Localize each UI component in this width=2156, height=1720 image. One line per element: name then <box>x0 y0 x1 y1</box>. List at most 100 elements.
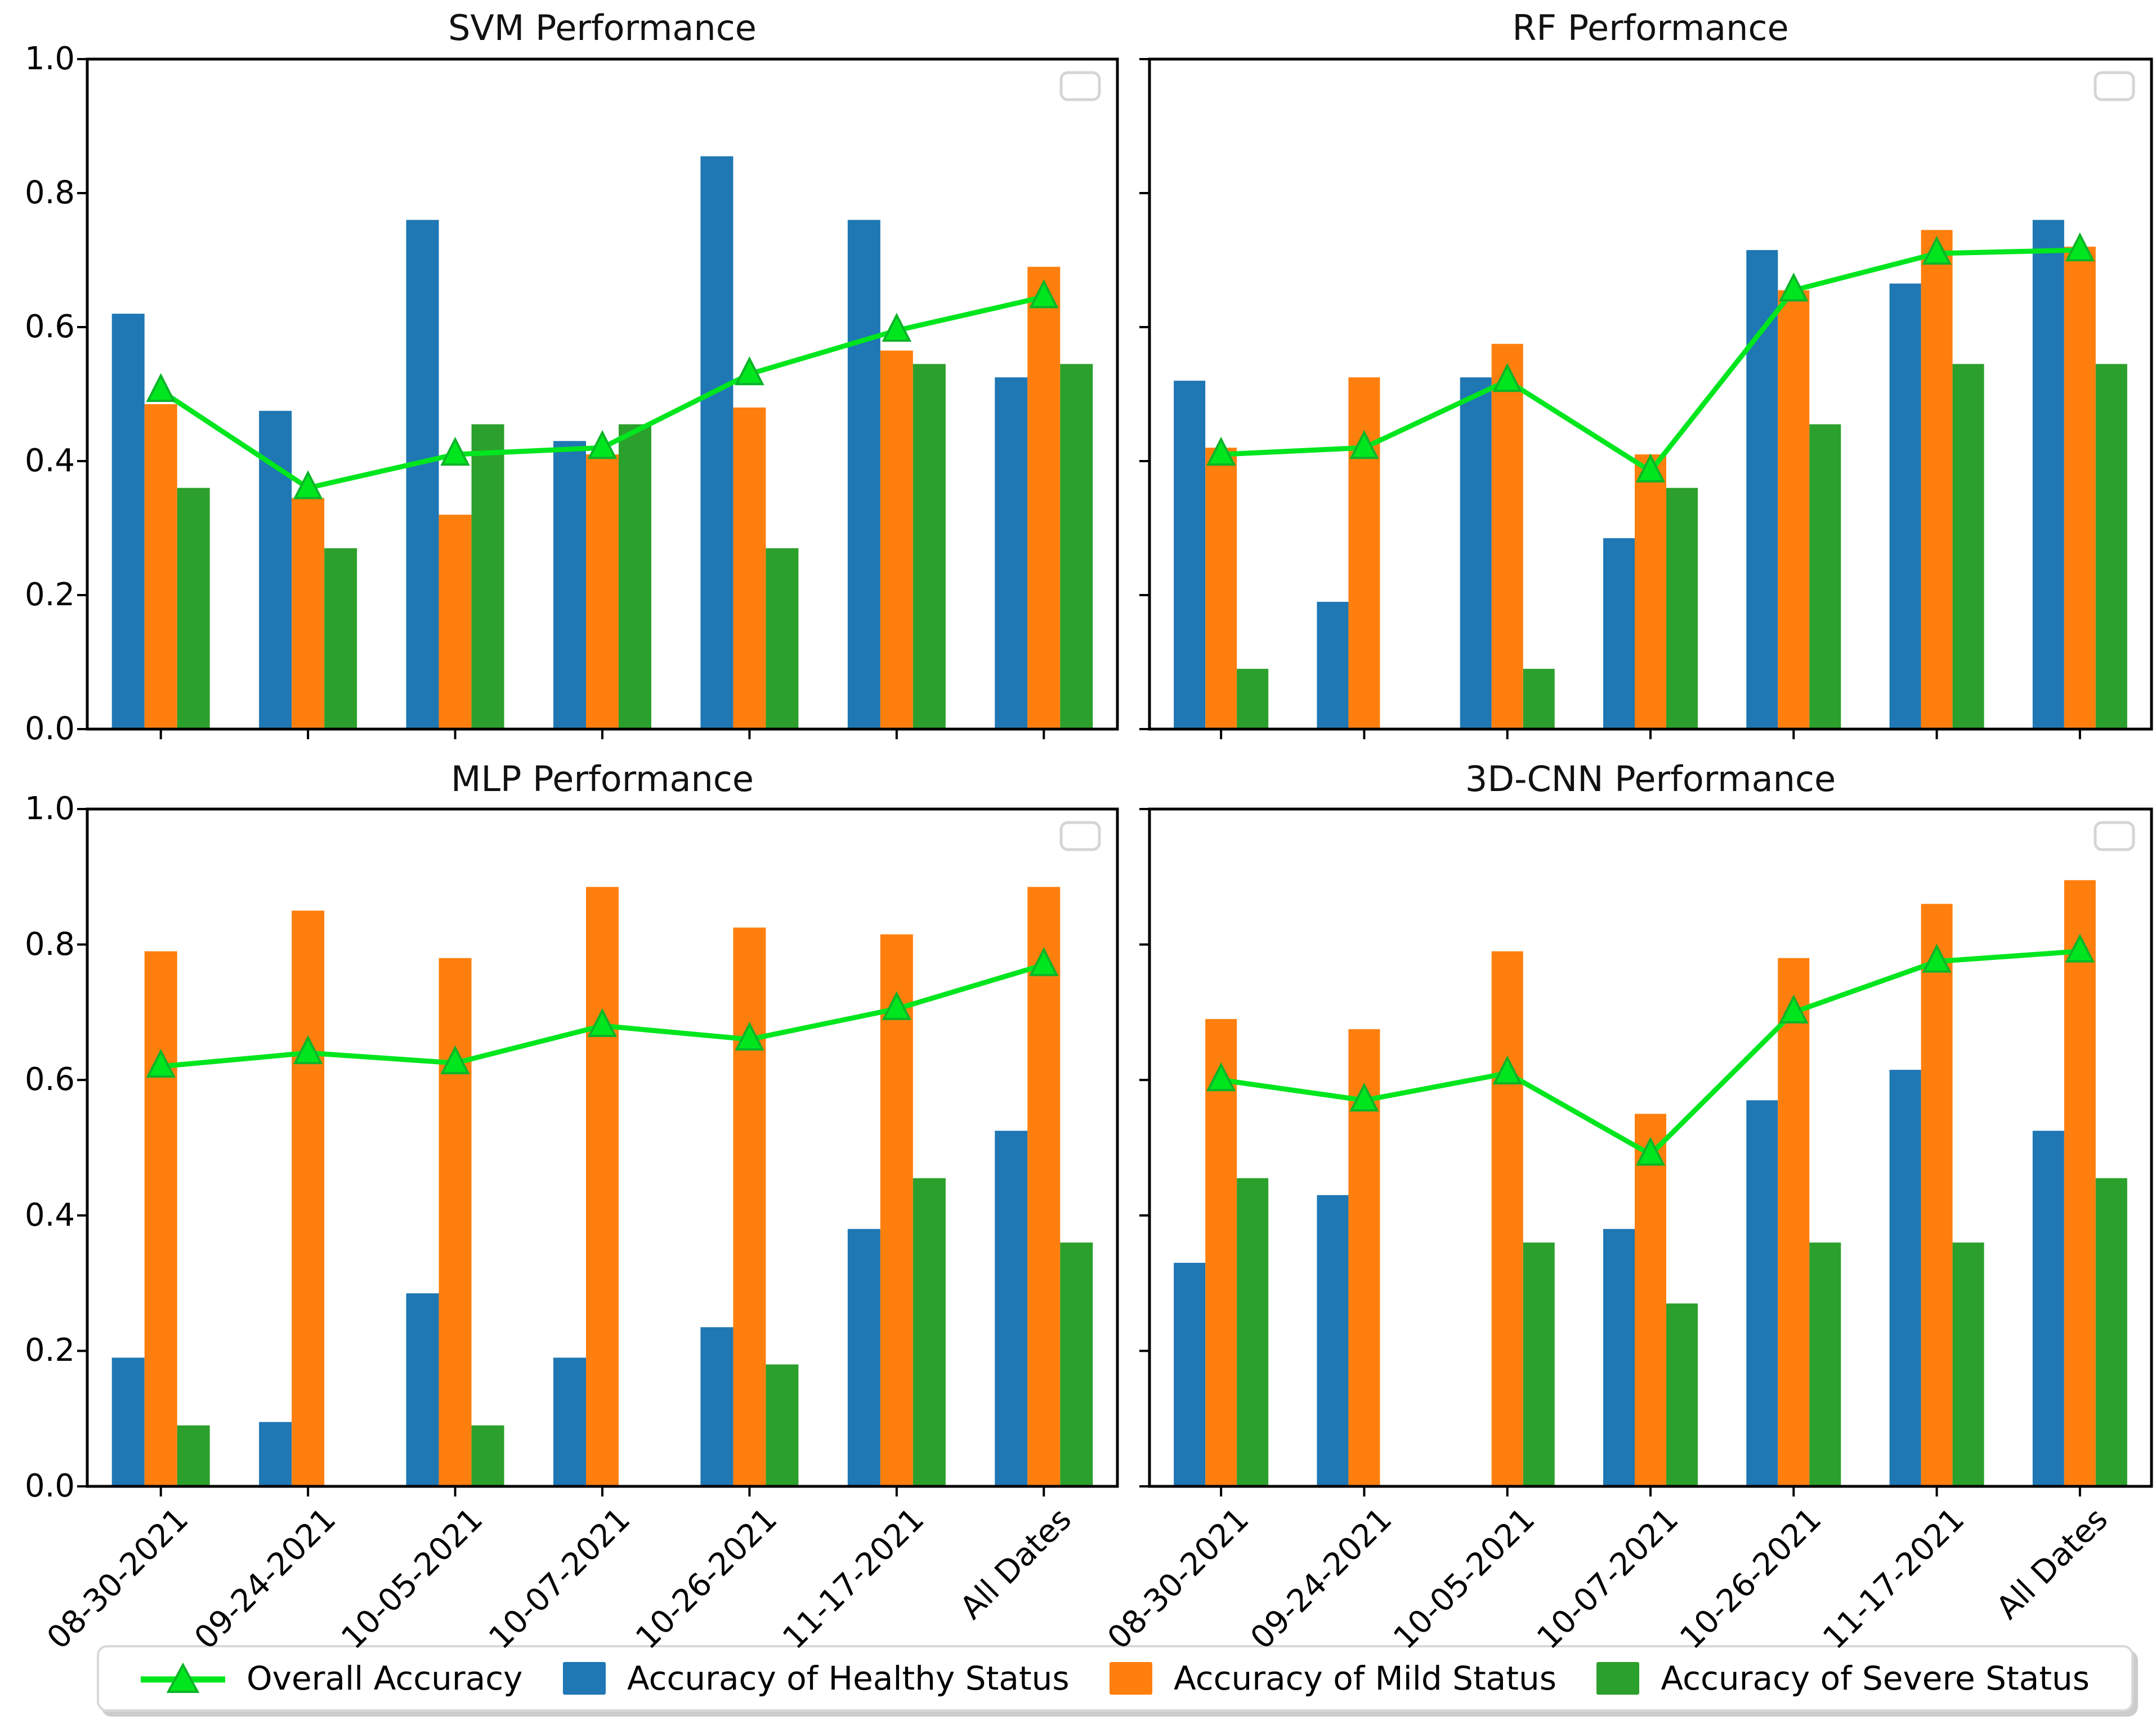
panel-rf-performance <box>1139 57 2153 739</box>
bar-healthy <box>111 314 145 729</box>
triangle-marker-icon <box>587 430 618 459</box>
bar-mild <box>586 887 619 1486</box>
bar-healthy <box>406 220 439 730</box>
x-axis-date-label: 10-07-2021 <box>481 1500 637 1656</box>
bar-severe <box>471 424 504 729</box>
cnn-chart-title: 3D-CNN Performance <box>1465 758 1836 799</box>
y-axis-tick-label: 0.4 <box>24 1196 75 1234</box>
y-axis-tick-label: 1.0 <box>24 790 75 827</box>
triangle-marker-icon <box>1635 1137 1666 1166</box>
triangle-marker-icon <box>1779 994 1809 1024</box>
mlp-chart-title: MLP Performance <box>450 758 754 799</box>
svm-plot-area <box>77 57 1119 739</box>
bar-severe <box>1237 1178 1269 1486</box>
bar-severe <box>913 364 946 729</box>
triangle-marker-icon <box>146 373 176 403</box>
panel-svm-performance <box>77 57 1119 739</box>
triangle-marker-icon <box>1349 1082 1379 1112</box>
bar-severe <box>2095 364 2127 729</box>
bar-mild <box>292 498 325 729</box>
triangle-marker-icon <box>1492 363 1522 392</box>
bar-severe <box>1523 668 1555 729</box>
bar-severe <box>1952 364 1984 729</box>
bar-severe <box>913 1178 946 1486</box>
y-axis-tick-label: 0.8 <box>24 175 75 211</box>
bar-mild <box>2064 247 2096 729</box>
triangle-marker-icon <box>1922 235 1952 265</box>
y-axis-tick-label: 0.8 <box>24 926 75 963</box>
plot-border <box>1148 807 2153 1488</box>
y-axis-tick-label: 0.2 <box>24 1332 75 1369</box>
triangle-marker-icon <box>440 436 470 466</box>
bar-severe <box>1237 668 1269 729</box>
triangle-marker-icon <box>2065 232 2095 262</box>
x-axis-date-label: 09-24-2021 <box>187 1500 343 1656</box>
bar-healthy <box>111 1357 145 1486</box>
legend-item-mild-status: Accuracy of Mild Status <box>1110 1659 1556 1697</box>
bar-severe <box>2095 1178 2127 1486</box>
x-axis-date-label: 09-24-2021 <box>1243 1500 1399 1656</box>
legend-label: Overall Accuracy <box>247 1659 523 1697</box>
bar-mild <box>1921 230 1953 729</box>
bar-healthy <box>1460 377 1492 729</box>
y-axis-tick-label: 0.6 <box>24 309 75 345</box>
triangle-marker-icon <box>293 1035 323 1065</box>
triangle-marker-icon <box>2065 933 2095 963</box>
bar-mild <box>1027 266 1061 729</box>
bar-severe <box>1060 1242 1093 1486</box>
bar-healthy <box>847 1228 880 1486</box>
x-axis-date-label: All Dates <box>1989 1500 2115 1627</box>
triangle-marker-icon <box>1922 944 1952 973</box>
y-axis-tick-label: 1.0 <box>24 41 75 77</box>
empty-inset-legend-box <box>2094 821 2135 851</box>
x-axis-date-label: 08-30-2021 <box>1100 1500 1256 1656</box>
healthy-status-color-swatch <box>562 1662 606 1695</box>
figure-legend: Overall Accuracy Accuracy of Healthy Sta… <box>97 1645 2133 1712</box>
mild-status-color-swatch <box>1110 1662 1153 1695</box>
triangle-marker-icon <box>1635 453 1666 483</box>
bar-mild <box>880 934 913 1486</box>
bar-severe <box>1060 364 1093 729</box>
triangle-marker-icon <box>1349 430 1379 459</box>
svm-chart-title: SVM Performance <box>448 7 757 48</box>
triangle-marker-icon <box>1029 947 1059 976</box>
x-axis-date-label: 11-17-2021 <box>1816 1500 1972 1656</box>
bar-mild <box>144 404 177 729</box>
bar-severe <box>619 424 651 729</box>
triangle-marker-icon <box>882 312 912 342</box>
bar-healthy <box>995 1131 1028 1486</box>
triangle-marker-icon <box>440 1045 470 1075</box>
x-axis-date-label: 10-05-2021 <box>1386 1500 1542 1656</box>
bar-severe <box>471 1425 504 1486</box>
bar-severe <box>766 548 799 729</box>
empty-inset-legend-box <box>1059 71 1101 101</box>
rf-plot-area <box>1139 57 2153 739</box>
legend-item-overall-accuracy: Overall Accuracy <box>141 1659 523 1697</box>
bar-mild <box>1027 887 1061 1486</box>
empty-inset-legend-box <box>2094 71 2135 101</box>
bar-healthy <box>2032 1131 2064 1486</box>
triangle-marker-icon <box>1206 1062 1236 1092</box>
bar-healthy <box>1889 283 1921 729</box>
bar-mild <box>1635 1114 1666 1486</box>
bar-healthy <box>1174 381 1206 729</box>
bar-healthy <box>2032 220 2064 730</box>
x-axis-date-label: All Dates <box>953 1500 1079 1627</box>
bar-mild <box>1778 290 1810 729</box>
bar-mild <box>1921 904 1953 1486</box>
bar-mild <box>1778 958 1810 1486</box>
triangle-marker-icon <box>1206 436 1236 466</box>
triangle-marker-icon <box>735 1021 764 1051</box>
bar-mild <box>880 350 913 729</box>
panel-cnn-performance <box>1139 807 2153 1496</box>
bar-severe <box>1666 488 1698 729</box>
empty-inset-legend-box <box>1059 821 1101 851</box>
legend-item-severe-status: Accuracy of Severe Status <box>1596 1659 2090 1697</box>
bar-healthy <box>1317 1195 1349 1486</box>
bar-healthy <box>700 1327 733 1486</box>
legend-label: Accuracy of Healthy Status <box>627 1659 1070 1697</box>
bar-mild <box>733 407 766 729</box>
bar-healthy <box>1746 250 1778 729</box>
legend-label: Accuracy of Severe Status <box>1661 1659 2090 1697</box>
triangle-marker-icon <box>587 1008 618 1037</box>
